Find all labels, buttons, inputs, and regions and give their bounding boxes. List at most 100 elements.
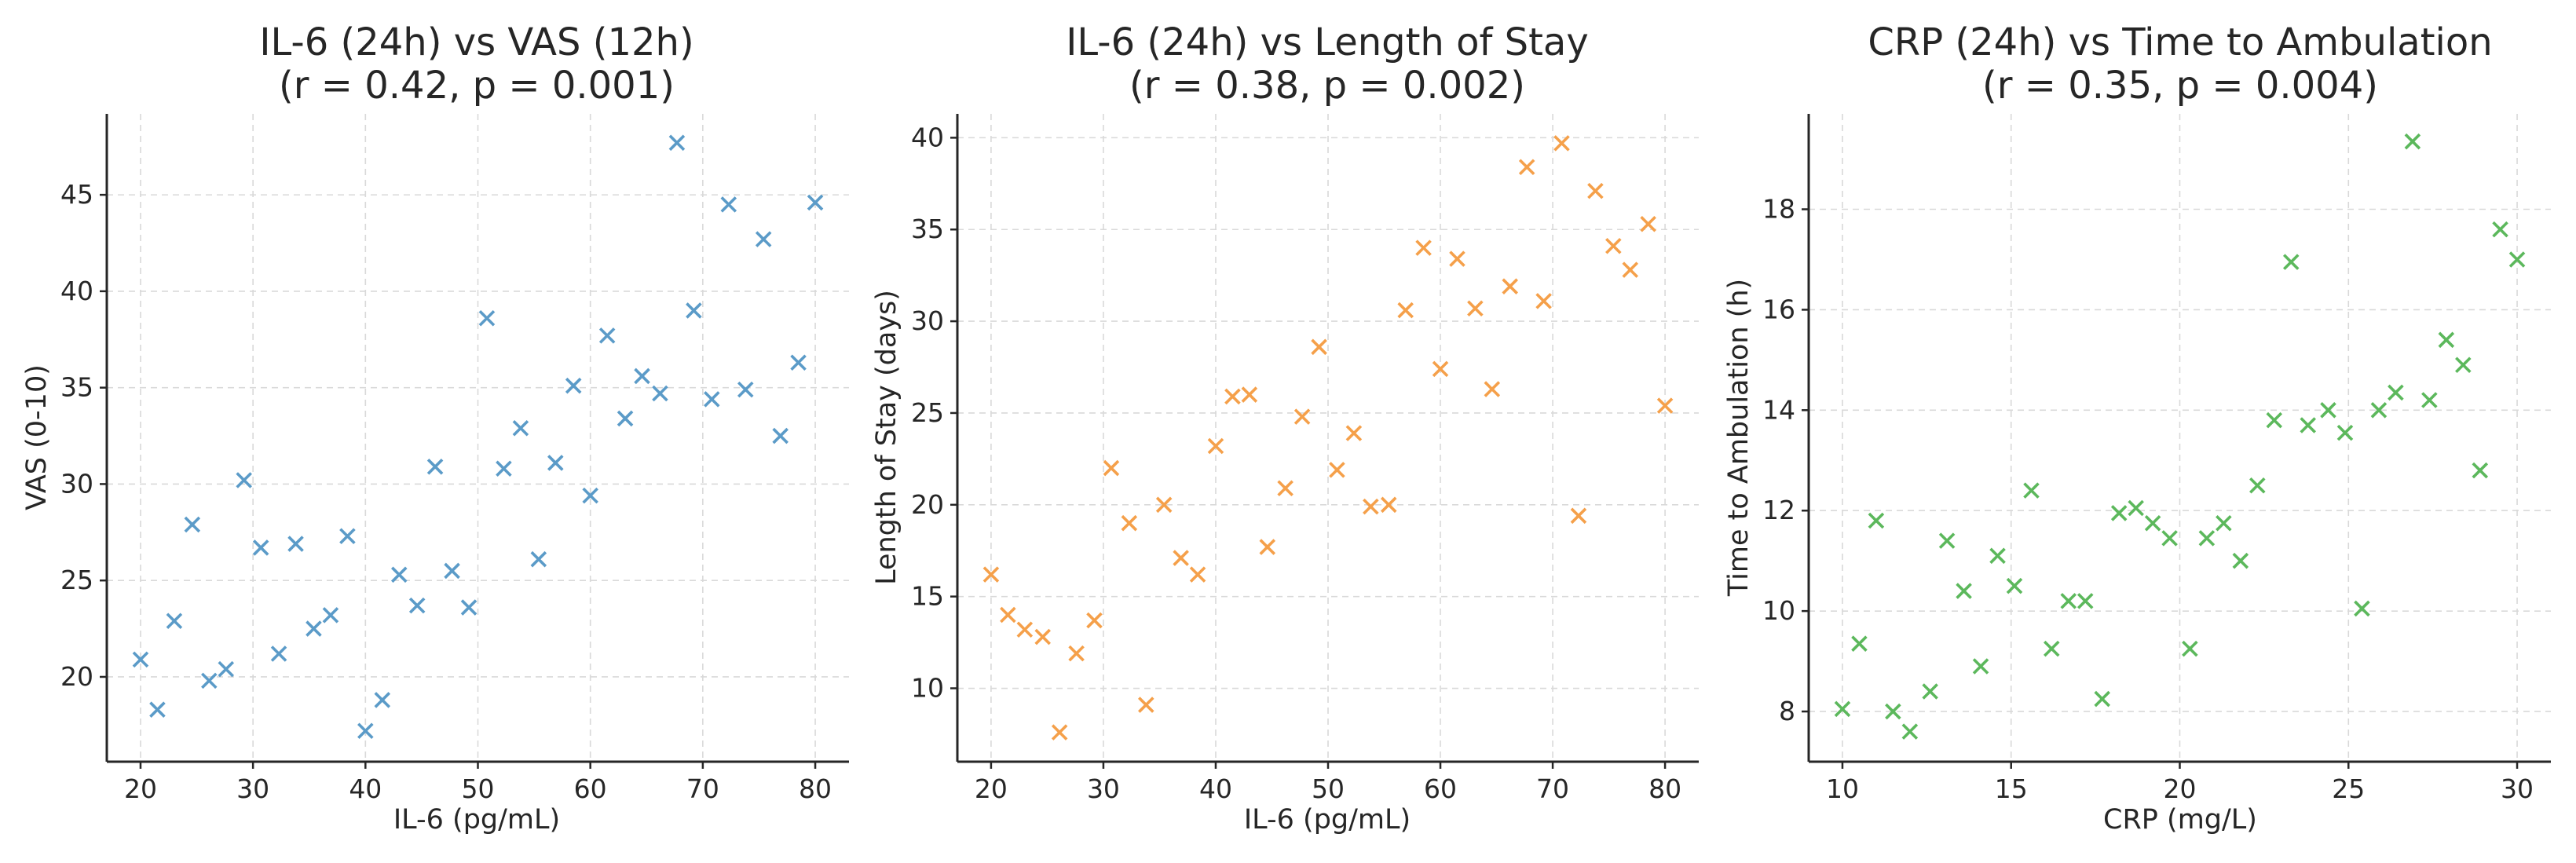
panel-2-x-tick-label: 30 — [1087, 773, 1120, 804]
panel-3-data-point — [2161, 530, 2178, 547]
panel-3-x-tick-label: 30 — [2501, 773, 2534, 804]
panel-3-data-point — [2060, 593, 2077, 609]
panel-3-y-tick-label: 12 — [1762, 495, 1795, 525]
panel-2-data-point — [1415, 240, 1432, 256]
panel-2-data-point — [1189, 566, 1206, 583]
panel-2-data-point — [1363, 498, 1379, 515]
panel-2-data-point — [1570, 507, 1587, 525]
panel-3-data-point — [2354, 600, 2370, 617]
panel-2-title-line1: IL-6 (24h) vs Length of Stay — [1066, 20, 1589, 64]
panel-1-data-point — [634, 368, 650, 385]
panel-3-data-point — [2388, 384, 2404, 401]
panel-2-x-tick-label: 50 — [1312, 773, 1345, 804]
panel-1-data-point — [720, 196, 737, 213]
panel-3-data-point — [2404, 133, 2421, 150]
panel-2-data-point — [1259, 539, 1276, 555]
panel-2-data-point — [1484, 381, 1501, 397]
panel-1-data-point — [652, 385, 668, 402]
panel-2-data-point — [1449, 250, 1465, 267]
panel-3-title-line1: CRP (24h) vs Time to Ambulation — [1868, 20, 2492, 64]
panel-2-data-point — [1329, 462, 1345, 478]
panel-1-data-point — [339, 528, 356, 544]
panel-2-data-point — [1553, 135, 1570, 152]
panel-1-data-point — [582, 487, 598, 504]
panel-2-x-tick-label: 70 — [1536, 773, 1569, 804]
panel-1-x-tick-label: 80 — [799, 773, 832, 804]
panel-3-title-line2: (r = 0.35, p = 0.004) — [1982, 64, 2378, 108]
panel-3-data-point — [1868, 512, 1885, 529]
panel-3-data-point — [1922, 683, 1938, 700]
panel-3-data-point — [2508, 251, 2526, 268]
panel-2-data-point — [1432, 360, 1449, 378]
panel-3-data-point — [2320, 402, 2336, 419]
panel-2-x-tick-label: 40 — [1199, 773, 1232, 804]
panel-1-y-tick-label: 25 — [60, 565, 93, 595]
panel-2-x-tick-label: 60 — [1424, 773, 1457, 804]
panel-1: IL-6 (24h) vs VAS (12h) (r = 0.42, p = 0… — [21, 20, 849, 836]
panel-2-data-point — [1034, 628, 1051, 645]
panel-2-data-point — [1241, 386, 1258, 403]
panel-3-data-point — [2094, 690, 2110, 708]
panel-1-x-tick-label: 50 — [462, 773, 495, 804]
panel-2-data-point — [1068, 645, 1085, 662]
panel-2-data-point — [1587, 182, 1604, 199]
panel-3-data-point — [2198, 530, 2216, 547]
panel-2-data-point — [1605, 237, 1622, 254]
panel-1-data-point — [547, 455, 564, 471]
panel-3-data-point — [1851, 635, 1868, 652]
panel-1-data-point — [478, 309, 496, 327]
panel-1-y-tick-label: 45 — [60, 179, 93, 210]
panel-2-data-point — [1277, 480, 1293, 497]
panel-1-data-point — [287, 536, 304, 552]
panel-3-data-point — [2144, 514, 2161, 532]
panel-3-data-point — [2128, 499, 2144, 517]
panel-2-data-point — [1535, 293, 1552, 309]
panel-3-data-point — [2266, 411, 2283, 429]
panel-3: CRP (24h) vs Time to Ambulation (r = 0.3… — [1723, 20, 2551, 836]
panel-2-y-tick-label: 40 — [911, 122, 944, 152]
panel-1-data-point — [444, 562, 460, 580]
panel-3-data-point — [2300, 417, 2317, 433]
panel-3-data-point — [1956, 583, 1972, 599]
panel-3-data-point — [2043, 640, 2060, 657]
panel-3-data-point — [2006, 577, 2023, 594]
panel-3-data-point — [2182, 640, 2198, 657]
panel-2-data-point — [1656, 397, 1674, 414]
panel-3-data-point — [2472, 462, 2489, 479]
panel-1-data-point — [357, 722, 374, 739]
panel-3-data-point — [1989, 547, 2006, 565]
panel-2-y-tick-label: 15 — [911, 581, 944, 612]
panel-3-data-point — [1938, 532, 1956, 549]
panel-3-plot-area: 10 15 20 25 30 8 10 12 14 16 18 — [1762, 114, 2551, 804]
panel-3-data-point — [2110, 505, 2128, 521]
panel-2-y-tick-label: 20 — [911, 489, 944, 520]
panel-2-data-point — [1622, 261, 1639, 278]
panel-2-data-point — [1121, 514, 1138, 532]
panel-1-data-point — [755, 231, 772, 247]
panel-2-data-point — [1155, 496, 1173, 514]
panel-2-y-axis-label: Length of Stay (days) — [871, 290, 902, 585]
panel-1-x-tick-label: 40 — [349, 773, 382, 804]
panel-2-data-point — [1293, 408, 1311, 425]
panel-3-data-point — [2232, 552, 2249, 569]
panel-3-data-point — [2492, 221, 2508, 238]
panel-3-data-point — [2282, 254, 2300, 270]
panel-1-data-point — [530, 550, 547, 568]
panel-1-data-point — [236, 472, 252, 488]
panel-1-data-point — [668, 134, 686, 152]
panel-3-data-point — [2336, 424, 2354, 441]
panel-2-data-point — [1397, 302, 1414, 319]
panel-1-data-point — [598, 327, 616, 344]
panel-1-x-tick-label: 60 — [574, 773, 607, 804]
panel-1-x-tick-label: 30 — [236, 773, 269, 804]
panel-1-data-point — [149, 701, 166, 718]
panel-3-data-point — [2023, 482, 2040, 499]
panel-2-x-axis-label: IL-6 (pg/mL) — [1244, 804, 1411, 836]
panel-2-data-point — [1051, 724, 1068, 740]
panel-2-data-point — [1467, 300, 1484, 317]
panel-3-y-axis-label: Time to Ambulation (h) — [1723, 279, 1755, 597]
panel-3-y-tick-label: 14 — [1762, 394, 1795, 425]
panel-2-data-point — [1345, 425, 1363, 441]
panel-3-data-point — [1885, 703, 1901, 720]
